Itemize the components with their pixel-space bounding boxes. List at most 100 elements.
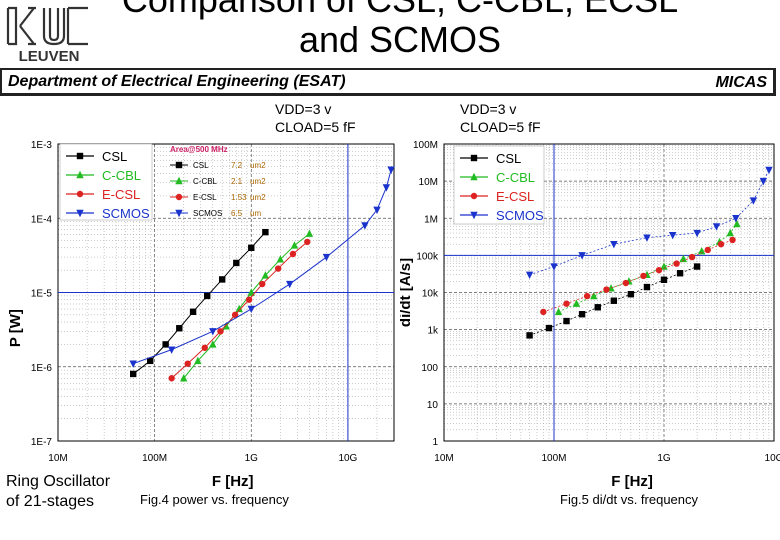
series-e-csl	[540, 236, 736, 316]
data-point	[261, 271, 270, 279]
y-tick-label: 1E-4	[31, 214, 53, 225]
title-line-1: Comparison of CSL, C-CBL, ECSL	[120, 0, 680, 20]
x-tick-label: 10G	[338, 453, 357, 464]
data-point	[162, 341, 169, 348]
legend-label: E-CSL	[102, 187, 140, 202]
data-point	[245, 296, 253, 303]
series-line	[132, 231, 266, 375]
data-point	[594, 304, 601, 311]
power-vs-frequency-chart: VDD=3 v CLOAD=5 fF 1E-3 1E-4 1E-5 1E-6 1E-7 10M…	[7, 101, 395, 490]
data-point	[733, 219, 741, 228]
legend-box	[453, 145, 545, 225]
data-point	[217, 328, 224, 335]
data-point	[640, 272, 647, 280]
data-point	[259, 280, 266, 288]
data-point	[572, 299, 581, 307]
data-point	[622, 279, 630, 287]
data-point	[218, 276, 226, 283]
data-point	[274, 265, 282, 272]
data-point	[248, 244, 255, 251]
data-point	[247, 288, 255, 296]
area-row-name: C-CBL	[193, 177, 218, 186]
department-label: Department of Electrical Engineering (ES…	[8, 73, 346, 90]
area-row-value: 1.53	[231, 193, 247, 202]
area-row-name: SCMOS	[193, 209, 222, 218]
legend-item: CSL	[66, 149, 127, 164]
area-row-value: 2.1	[231, 177, 243, 186]
university-logo: LEUVEN	[4, 4, 94, 66]
data-point	[693, 263, 701, 270]
data-point	[673, 260, 680, 267]
data-point	[729, 236, 736, 244]
data-point	[660, 276, 668, 283]
data-point	[201, 344, 208, 351]
data-point	[660, 262, 668, 270]
data-point	[726, 228, 734, 237]
fig4-caption: Fig.4 power vs. frequency	[140, 492, 289, 507]
data-point	[603, 286, 610, 293]
data-point	[669, 231, 677, 240]
data-point	[209, 328, 217, 336]
data-point	[732, 215, 740, 223]
legend-marker	[76, 209, 84, 218]
data-point	[167, 346, 176, 354]
series-c-cbl	[180, 229, 314, 382]
y-tick-label: 10k	[422, 289, 439, 300]
area-row-unit: um	[250, 209, 261, 218]
data-point	[235, 304, 243, 313]
series-csl	[129, 228, 269, 378]
legend-item: CSL	[460, 151, 521, 166]
x-tick-label: 1G	[657, 453, 671, 464]
data-point	[322, 253, 331, 262]
series-scmos	[129, 166, 395, 368]
legend-marker	[470, 172, 478, 181]
legend-marker	[470, 211, 478, 220]
data-point	[540, 308, 547, 316]
data-point	[563, 300, 570, 307]
legend-item: E-CSL	[66, 187, 140, 202]
didt-vs-frequency-chart: VDD=3 v CLOAD=5 fF 100M 10M 1M 100k 10k 1k 100 10…	[400, 101, 780, 490]
data-point	[168, 375, 175, 382]
data-point	[184, 360, 191, 367]
data-point	[610, 297, 618, 304]
y-tick-label: 1M	[424, 214, 438, 225]
legend-label: CSL	[102, 149, 127, 164]
area-row-value: 7.2	[231, 161, 243, 170]
data-point	[578, 311, 586, 318]
legend-label: C-CBL	[102, 168, 141, 183]
data-point	[189, 308, 197, 315]
charts-panel: VDD=3 v CLOAD=5 fF 1E-3 1E-4 1E-5 1E-6 1E-7 10M…	[0, 96, 780, 540]
condition-annotation: CLOAD=5 fF	[275, 119, 356, 135]
x-axis-label: F [Hz]	[212, 473, 254, 490]
data-point	[129, 370, 137, 378]
legend-item: C-CBL	[460, 170, 535, 185]
area-row-marker	[175, 176, 183, 185]
x-axis-label: F [Hz]	[611, 473, 653, 490]
data-point	[373, 206, 381, 214]
data-point	[704, 246, 711, 254]
data-point	[233, 259, 240, 267]
area-table-title: Area@500 MHz	[170, 145, 228, 154]
data-point	[643, 283, 651, 291]
data-point	[290, 241, 299, 249]
data-point	[545, 324, 553, 332]
data-point	[590, 291, 598, 300]
legend-marker	[76, 170, 84, 179]
data-point	[610, 240, 618, 249]
area-row-marker	[175, 161, 183, 169]
data-point	[304, 238, 311, 246]
area-row-unit: um2	[250, 161, 266, 170]
legend-item: SCMOS	[460, 208, 544, 223]
data-point	[305, 229, 314, 237]
y-tick-label: 1E-5	[31, 289, 53, 300]
data-point	[697, 246, 706, 255]
series-line	[543, 239, 733, 313]
data-point	[765, 166, 773, 175]
condition-annotation: VDD=3 v	[460, 101, 516, 117]
data-point	[147, 357, 154, 365]
data-point	[554, 307, 563, 316]
group-label: MICAS	[715, 74, 767, 91]
series-line	[558, 223, 738, 313]
data-point	[526, 332, 533, 339]
series-csl	[526, 263, 701, 339]
